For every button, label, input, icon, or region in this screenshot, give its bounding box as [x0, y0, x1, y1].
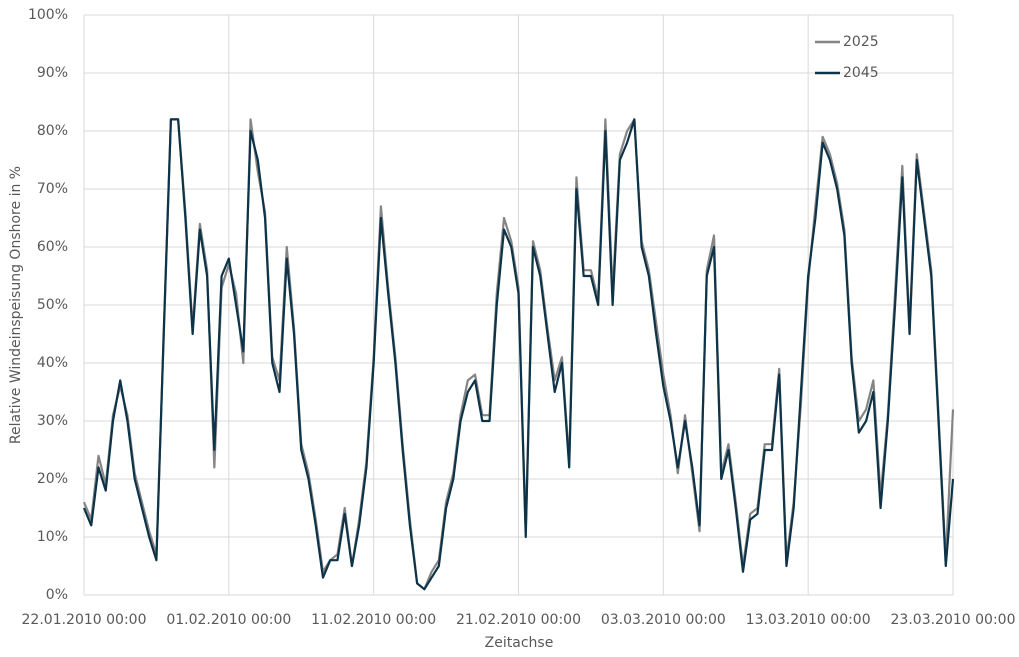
x-tick-label: 21.02.2010 00:00 — [456, 612, 581, 628]
x-axis-title: Zeitachse — [485, 635, 554, 651]
y-tick-label: 20% — [37, 471, 68, 487]
x-tick-label: 22.01.2010 00:00 — [22, 612, 147, 628]
y-tick-label: 40% — [37, 355, 68, 371]
y-tick-label: 100% — [28, 7, 68, 23]
y-tick-label: 30% — [37, 413, 68, 429]
y-tick-label: 0% — [46, 587, 68, 603]
x-tick-label: 13.03.2010 00:00 — [746, 612, 871, 628]
x-tick-label: 23.03.2010 00:00 — [891, 612, 1016, 628]
y-tick-label: 10% — [37, 529, 68, 545]
x-tick-label: 11.02.2010 00:00 — [311, 612, 436, 628]
line-series — [82, 118, 955, 591]
x-tick-label: 03.03.2010 00:00 — [601, 612, 726, 628]
legend-label: 2025 — [843, 34, 879, 50]
y-tick-label: 60% — [37, 239, 68, 255]
legend-label: 2045 — [843, 65, 879, 81]
y-tick-label: 70% — [37, 181, 68, 197]
y-tick-label: 90% — [37, 65, 68, 81]
y-tick-label: 50% — [37, 297, 68, 313]
x-tick-label: 01.02.2010 00:00 — [166, 612, 291, 628]
y-tick-label: 80% — [37, 123, 68, 139]
y-axis-title: Relative Windeinspeisung Onshore in % — [8, 166, 24, 444]
